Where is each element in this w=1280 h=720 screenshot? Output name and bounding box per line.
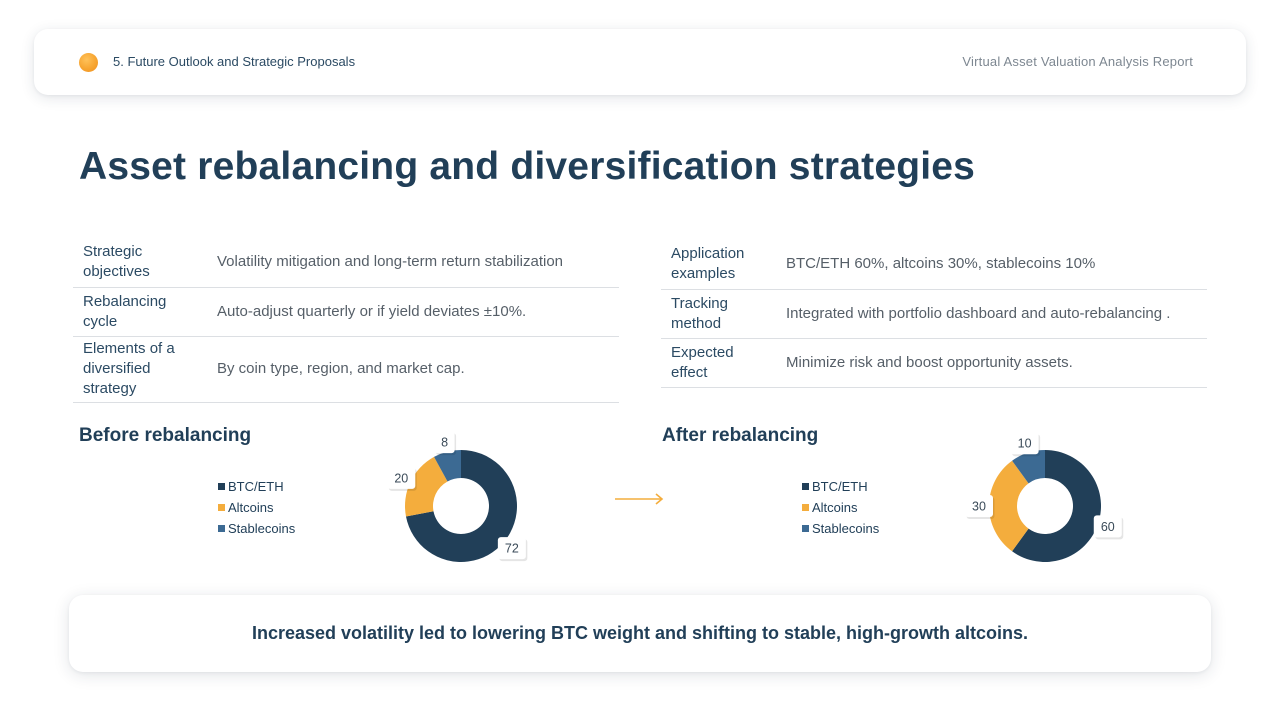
after-donut-chart: 60 30 10 — [965, 432, 1124, 562]
table-key: Expected effect — [661, 338, 778, 388]
data-label-altcoins: 20 — [387, 466, 417, 491]
legend-label: BTC/ETH — [812, 479, 868, 494]
header-bar: 5. Future Outlook and Strategic Proposal… — [34, 29, 1246, 95]
table-value: BTC/ETH 60%, altcoins 30%, stablecoins 1… — [778, 240, 1207, 290]
table-value: Auto-adjust quarterly or if yield deviat… — [209, 287, 619, 337]
table-row: Expected effect Minimize risk and boost … — [661, 338, 1207, 388]
table-row: Elements of a diversified strategy By co… — [73, 336, 619, 403]
table-key: Strategic objectives — [73, 238, 209, 288]
table-value: Integrated with portfolio dashboard and … — [778, 289, 1207, 339]
arrow-right-icon — [615, 493, 664, 505]
legend-item-btc-eth: BTC/ETH — [218, 476, 295, 497]
table-value: Minimize risk and boost opportunity asse… — [778, 338, 1207, 388]
conclusion-text: Increased volatility led to lowering BTC… — [251, 623, 1029, 643]
legend-label: Stablecoins — [812, 521, 880, 536]
legend-swatch — [218, 525, 225, 532]
donut-slice-altcoins — [989, 460, 1029, 552]
data-label-text: 72 — [505, 542, 519, 556]
data-label-stablecoins: 10 — [1010, 432, 1041, 457]
table-row: Strategic objectives Volatility mitigati… — [73, 238, 619, 288]
legend-label: BTC/ETH — [228, 479, 284, 494]
donut-slice-altcoins — [405, 456, 448, 517]
data-label-text: 20 — [394, 471, 408, 485]
legend-swatch — [218, 483, 225, 490]
legend-swatch — [802, 525, 809, 532]
legend-item-stablecoins: Stablecoins — [218, 518, 295, 539]
legend-label: Altcoins — [812, 500, 858, 515]
legend-item-altcoins: Altcoins — [802, 497, 879, 518]
orange-dot-icon — [79, 53, 98, 72]
legend-item-btc-eth: BTC/ETH — [802, 476, 879, 497]
section-label: 5. Future Outlook and Strategic Proposal… — [113, 54, 356, 69]
report-title: Virtual Asset Valuation Analysis Report — [962, 54, 1193, 69]
legend-swatch — [802, 504, 809, 511]
table-row: Tracking method Integrated with portfoli… — [661, 289, 1207, 339]
legend-label: Altcoins — [228, 500, 274, 515]
table-key: Tracking method — [661, 289, 778, 339]
donut-slice-btc-eth — [405, 450, 517, 562]
legend-swatch — [218, 504, 225, 511]
table-value: By coin type, region, and market cap. — [209, 336, 619, 403]
table-key: Elements of a diversified strategy — [73, 336, 209, 403]
after-chart-title: After rebalancing — [662, 425, 819, 446]
table-key: Application examples — [661, 240, 778, 290]
data-label-altcoins: 30 — [965, 495, 995, 519]
data-label-btc-eth: 72 — [497, 537, 528, 562]
table-value: Volatility mitigation and long-term retu… — [209, 238, 619, 288]
before-chart-title: Before rebalancing — [79, 425, 252, 446]
donut-slice-stablecoins — [1012, 450, 1045, 484]
donut-slice-btc-eth — [1012, 450, 1101, 562]
page-title: Asset rebalancing and diversification st… — [79, 145, 976, 188]
donut-slice-stablecoins — [434, 450, 461, 482]
data-label-text: 60 — [1101, 520, 1115, 534]
data-label-text: 8 — [441, 436, 448, 450]
before-donut-chart: 72 20 8 — [387, 431, 528, 562]
legend-swatch — [802, 483, 809, 490]
table-key: Rebalancing cycle — [73, 287, 209, 337]
table-row: Rebalancing cycle Auto-adjust quarterly … — [73, 287, 619, 337]
data-label-text: 10 — [1018, 437, 1032, 451]
table-row: Application examples BTC/ETH 60%, altcoi… — [661, 240, 1207, 290]
after-chart-legend: BTC/ETH Altcoins Stablecoins — [802, 476, 879, 539]
data-label-btc-eth: 60 — [1093, 515, 1124, 540]
legend-label: Stablecoins — [228, 521, 296, 536]
strategy-table: Strategic objectives Volatility mitigati… — [73, 238, 619, 403]
before-chart-legend: BTC/ETH Altcoins Stablecoins — [218, 476, 295, 539]
data-label-stablecoins: 8 — [434, 431, 457, 456]
application-table: Application examples BTC/ETH 60%, altcoi… — [661, 240, 1207, 388]
conclusion-card: Increased volatility led to lowering BTC… — [69, 595, 1211, 672]
legend-item-altcoins: Altcoins — [218, 497, 295, 518]
legend-item-stablecoins: Stablecoins — [802, 518, 879, 539]
data-label-text: 30 — [972, 500, 986, 514]
